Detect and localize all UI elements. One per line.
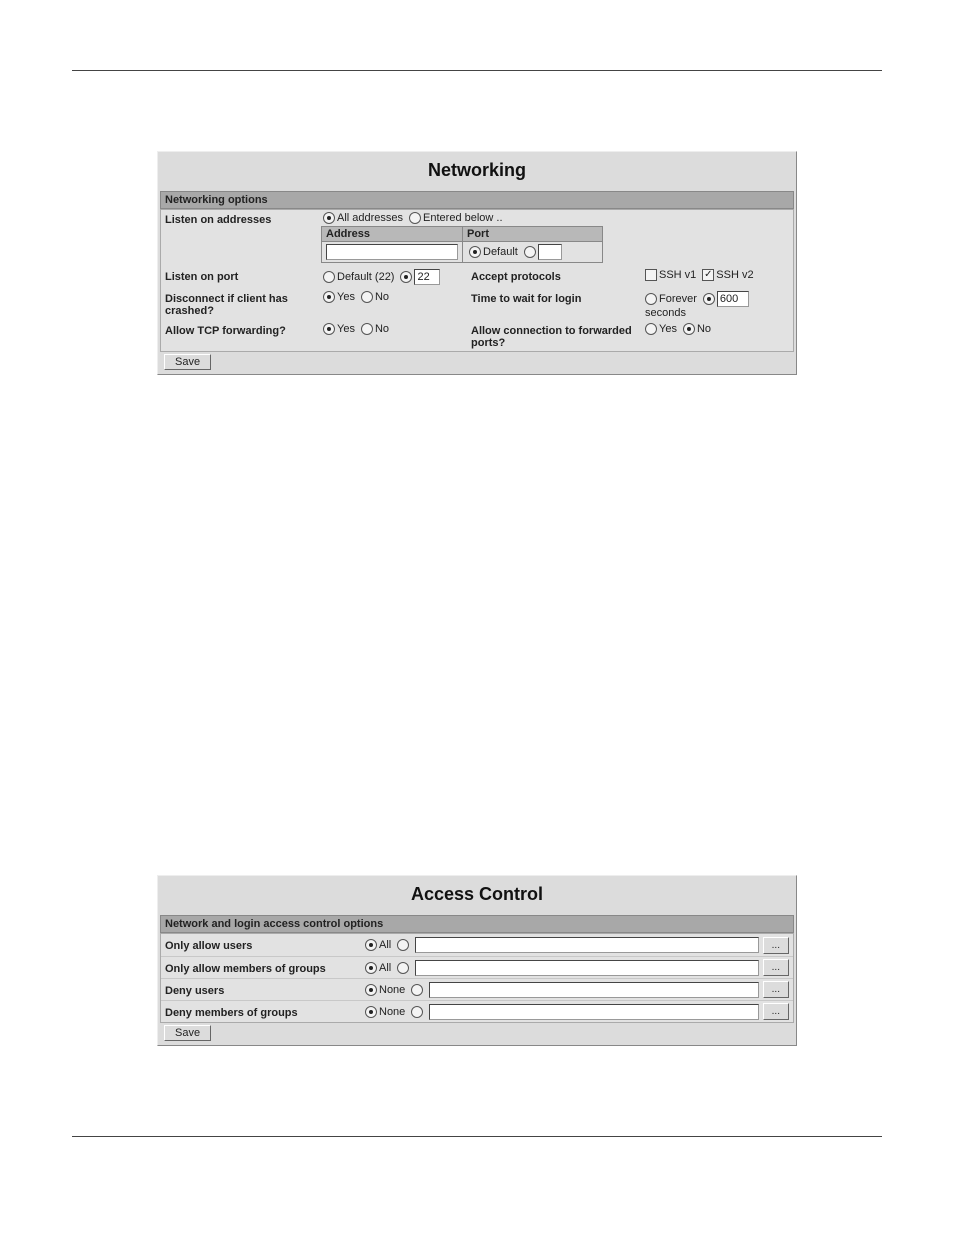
disconnect-row: Disconnect if client has crashed? Yes No… (161, 289, 793, 321)
only-groups-list-radio[interactable] (397, 962, 409, 974)
tcp-no-label: No (375, 323, 389, 335)
port-default22-radio[interactable] (323, 271, 335, 283)
only-groups-browse-button[interactable]: ... (763, 959, 789, 976)
ssh-v1-checkbox[interactable] (645, 269, 657, 281)
tcp-yes-radio[interactable] (323, 323, 335, 335)
listen-port-row: Listen on port Default (22) Accept proto… (161, 267, 793, 289)
access-save-button[interactable]: Save (164, 1025, 211, 1041)
only-groups-input[interactable] (415, 960, 758, 976)
disconnect-no-label: No (375, 291, 389, 303)
networking-save-button[interactable]: Save (164, 354, 211, 370)
port-custom-radio[interactable] (524, 246, 536, 258)
deny-users-none-label: None (379, 984, 405, 996)
forever-label: Forever (659, 293, 697, 305)
port-value-radio[interactable] (400, 271, 412, 283)
access-control-panel: Access Control Network and login access … (157, 875, 797, 1046)
fwd-no-label: No (697, 323, 711, 335)
listen-port-label: Listen on port (165, 269, 321, 283)
fwd-yes-radio[interactable] (645, 323, 657, 335)
only-users-row: Only allow users All ... (161, 934, 793, 956)
tcp-no-radio[interactable] (361, 323, 373, 335)
deny-users-input[interactable] (429, 982, 758, 998)
forever-radio[interactable] (645, 293, 657, 305)
only-groups-label: Only allow members of groups (165, 961, 363, 975)
all-addresses-label: All addresses (337, 212, 403, 224)
address-header: Address (322, 227, 463, 242)
deny-users-browse-button[interactable]: ... (763, 981, 789, 998)
allow-tcp-label: Allow TCP forwarding? (165, 323, 321, 337)
deny-groups-input[interactable] (429, 1004, 758, 1020)
access-options-header: Network and login access control options (160, 915, 794, 933)
only-groups-all-label: All (379, 962, 391, 974)
deny-groups-none-radio[interactable] (365, 1006, 377, 1018)
entered-below-label: Entered below .. (423, 212, 503, 224)
top-divider (72, 70, 882, 71)
ssh-v1-label: SSH v1 (659, 269, 696, 281)
ssh-v2-label: SSH v2 (716, 269, 753, 281)
access-control-title: Access Control (160, 878, 794, 915)
allow-conn-fwd-label: Allow connection to forwarded ports? (471, 323, 643, 349)
port-default-radio[interactable] (469, 246, 481, 258)
only-users-input[interactable] (415, 937, 758, 953)
deny-users-row: Deny users None ... (161, 978, 793, 1000)
time-wait-label: Time to wait for login (471, 291, 643, 305)
disconnect-yes-label: Yes (337, 291, 355, 303)
disconnect-no-radio[interactable] (361, 291, 373, 303)
deny-users-list-radio[interactable] (411, 984, 423, 996)
only-users-list-radio[interactable] (397, 939, 409, 951)
all-addresses-radio[interactable] (323, 212, 335, 224)
address-input[interactable] (326, 244, 458, 260)
networking-options-header: Networking options (160, 191, 794, 209)
listen-addresses-row: Listen on addresses All addresses Entere… (161, 210, 793, 267)
disconnect-label: Disconnect if client has crashed? (165, 291, 321, 317)
time-value-radio[interactable] (703, 293, 715, 305)
deny-users-none-radio[interactable] (365, 984, 377, 996)
deny-groups-browse-button[interactable]: ... (763, 1003, 789, 1020)
port-header: Port (463, 227, 603, 242)
only-groups-all-radio[interactable] (365, 962, 377, 974)
disconnect-yes-radio[interactable] (323, 291, 335, 303)
deny-groups-list-radio[interactable] (411, 1006, 423, 1018)
tcp-yes-label: Yes (337, 323, 355, 335)
listen-addresses-label: Listen on addresses (165, 212, 321, 226)
networking-options-body: Listen on addresses All addresses Entere… (160, 209, 794, 352)
only-users-browse-button[interactable]: ... (763, 937, 789, 954)
networking-panel: Networking Networking options Listen on … (157, 151, 797, 375)
only-groups-row: Only allow members of groups All ... (161, 956, 793, 978)
ssh-v2-checkbox[interactable] (702, 269, 714, 281)
deny-groups-none-label: None (379, 1006, 405, 1018)
address-port-table: Address Port Default (321, 226, 603, 263)
port-custom-input[interactable] (538, 244, 562, 260)
seconds-label: seconds (643, 307, 789, 319)
fwd-yes-label: Yes (659, 323, 677, 335)
port-default-label: Default (483, 246, 518, 258)
deny-groups-row: Deny members of groups None ... (161, 1000, 793, 1022)
port-default22-label: Default (22) (337, 271, 394, 283)
networking-title: Networking (160, 154, 794, 191)
deny-users-label: Deny users (165, 983, 363, 997)
only-users-all-label: All (379, 939, 391, 951)
entered-below-radio[interactable] (409, 212, 421, 224)
accept-protocols-label: Accept protocols (471, 269, 643, 283)
allow-tcp-row: Allow TCP forwarding? Yes No Allow conne… (161, 321, 793, 351)
bottom-divider (72, 1136, 882, 1137)
time-value-input[interactable] (717, 291, 749, 307)
only-users-all-radio[interactable] (365, 939, 377, 951)
port-value-input[interactable] (414, 269, 440, 285)
fwd-no-radio[interactable] (683, 323, 695, 335)
only-users-label: Only allow users (165, 938, 363, 952)
access-options-body: Only allow users All ... Only allow memb… (160, 933, 794, 1023)
deny-groups-label: Deny members of groups (165, 1005, 363, 1019)
